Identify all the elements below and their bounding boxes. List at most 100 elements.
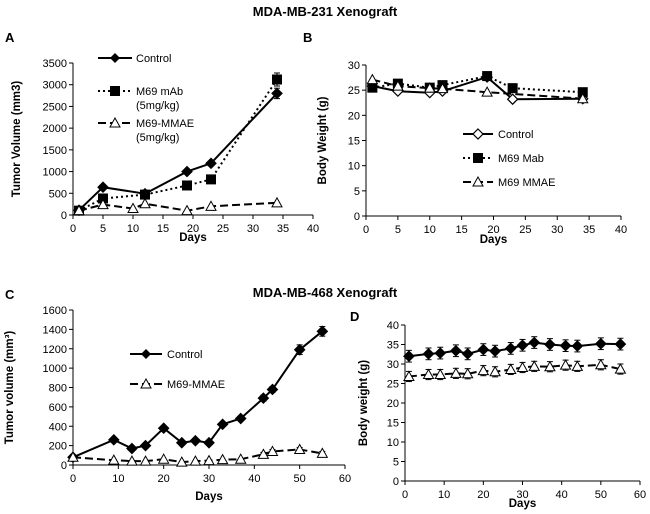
panel-c-series-m69-mmae-point [266, 445, 279, 456]
panel-c-series-control-point [293, 343, 306, 356]
panel-a-series-m69-mmae-point [271, 196, 283, 208]
panel-c-series-m69-mmae-point [203, 454, 215, 466]
panel-d-series-m69-mmae-point [434, 368, 447, 380]
legend-a-label-control: Control [136, 53, 171, 65]
panel-c-series-m69-mmae-point [107, 454, 120, 465]
panel-d-series-m69-mmae-point [544, 360, 556, 372]
legend-a-marker-mmae [109, 116, 121, 128]
panel-a-x-tick-label: 20 [187, 223, 199, 235]
legend-b-marker-control [472, 128, 484, 140]
panel-b-series-m69-mmae-point [366, 73, 379, 85]
panel-d-y-tick-label: 40 [387, 320, 399, 332]
panel-d-series-control-point [528, 336, 541, 349]
legend-b-label-control: Control [498, 129, 533, 141]
panel-a-series-m69-mab-point [272, 74, 282, 85]
panel-d-series-m69-mmae-point [594, 358, 607, 370]
panel-a-x-tick-label: 25 [217, 223, 229, 235]
panel-a-y-tick-label: 1500 [43, 145, 67, 157]
panel-b-x-tick-label: 5 [395, 224, 401, 236]
panel-d-series-control-point [461, 348, 474, 360]
panel-c-series-control-point [139, 439, 152, 452]
panel-b-series-m69-mab-point [367, 82, 378, 93]
panel-a-y-tick-label: 2500 [43, 101, 67, 113]
panel-c-series-control-point [316, 325, 329, 338]
panel-c-y-tick-label: 0 [61, 460, 67, 472]
panel-d-series-control-point [504, 342, 517, 355]
panel-c-series-control-point [175, 436, 188, 449]
panel-a-y-tick-label: 2000 [43, 123, 67, 135]
panel-b-series-m69-mmae-point [481, 86, 493, 97]
panel-b-x-tick-label: 25 [519, 224, 531, 236]
legend-c: Control M69-MMAE [130, 349, 225, 391]
panel-b-x-tick-label: 30 [551, 224, 563, 236]
panel-d-x-tick-label: 10 [438, 489, 450, 501]
panel-b-series-m69-mab-point [577, 87, 588, 98]
panel-b-x-tick-label: 40 [615, 224, 627, 236]
panel-a-series-m69-mab-line [78, 78, 278, 212]
panel-b-y-tick-label: 15 [348, 136, 360, 148]
panel-c-series-control-point [234, 412, 247, 425]
panel-b-series-control-line [372, 75, 583, 101]
panel-c-x-tick-label: 0 [70, 473, 76, 485]
panel-a-series-m69-mmae-point [181, 204, 193, 216]
panel-d-series-m69-mmae-point [571, 360, 584, 371]
panel-b-y-tick-label: 25 [348, 85, 360, 97]
panel-c-x-axis-title: Days [195, 491, 223, 503]
panel-d-series-control-point [571, 340, 584, 352]
panel-d-series-m69-mmae-point [461, 367, 474, 379]
panel-d-series-control-point [422, 348, 435, 360]
panel-d-series-control-point [403, 350, 415, 363]
panel-b-y-axis-title: Body Weight (g) [317, 96, 329, 184]
legend-a-marker-mab [110, 86, 120, 96]
panel-c-x-tick-label: 20 [158, 473, 170, 485]
panel-c-series-m69-mmae-point [139, 455, 152, 466]
panel-c-series-m69-mmae-point [67, 451, 79, 462]
panel-b-series-m69-mab-point [482, 71, 493, 82]
panel-c-series-control-point [157, 422, 170, 435]
panel-d-series-m69-mmae-point [614, 363, 627, 374]
panel-d-series-control-point [450, 344, 462, 357]
panel-c-series-m69-mmae-point [234, 453, 247, 464]
panel-d-y-tick-label: 35 [387, 340, 399, 352]
panel-d-series-m69-mmae-point [528, 360, 541, 371]
panel-b-chart: 0 5 10 15 20 25 30 0 5 10 15 20 25 30 35 40 Days Body Wei… [317, 60, 627, 246]
panel-b-x-tick-label: 35 [583, 224, 595, 236]
panel-a-series-control-point [181, 165, 193, 178]
panel-d-y-tick-label: 10 [387, 437, 399, 449]
panel-a-y-tick-label: 500 [49, 188, 67, 200]
panel-a-series-control-point [271, 87, 283, 100]
panel-d-x-axis-title: Days [509, 498, 537, 510]
panel-d-series-control-point [477, 343, 490, 356]
panel-c-series-m69-mmae-point [293, 443, 306, 454]
panel-d-x-tick-label: 50 [595, 489, 607, 501]
panel-b-series-m69-mmae-point [576, 92, 589, 104]
panel-d-series-m69-mmae-point [489, 365, 501, 377]
panel-d-series-control-point [559, 339, 572, 352]
legend-a-label-mmae: M69-MMAE [136, 118, 194, 130]
panel-c-series-control-point [266, 383, 279, 396]
panel-a-series-m69-mmae-point [205, 200, 217, 211]
panel-c-x-tick-label: 30 [203, 473, 215, 485]
panel-a-x-tick-label: 10 [127, 223, 139, 235]
panel-d-x-tick-label: 60 [634, 489, 646, 501]
panel-b-y-tick-label: 0 [354, 211, 360, 223]
panel-b-x-tick-label: 10 [424, 224, 436, 236]
panel-c-y-tick-label: 1000 [43, 363, 67, 375]
panel-a-series-control-point [97, 181, 109, 194]
panel-c-x-tick-label: 50 [294, 473, 306, 485]
panel-b-y-tick-label: 10 [348, 161, 360, 173]
panel-b-x-tick-label: 20 [487, 224, 499, 236]
panel-d-chart: 0 5 10 15 20 25 30 35 40 0 10 20 30 40 50 60 Days Body we… [358, 320, 646, 510]
panel-d-series-control-point [434, 347, 447, 359]
section-title-468: MDA-MB-468 Xenograft [253, 285, 398, 300]
legend-b-label-mmae: M69 MMAE [498, 177, 555, 189]
panel-a-series-m69-mab-point [98, 193, 108, 204]
panel-a-series-m69-mab-point [140, 189, 150, 200]
panel-a-series-m69-mab-point [206, 174, 216, 185]
panel-d-y-tick-label: 30 [387, 359, 399, 371]
panel-d-y-tick-label: 15 [387, 418, 399, 430]
legend-c-marker-mmae [140, 377, 152, 389]
panel-d-y-tick-label: 20 [387, 398, 399, 410]
panel-a-y-axis-title: Tumor Volume (mm3) [11, 81, 23, 198]
